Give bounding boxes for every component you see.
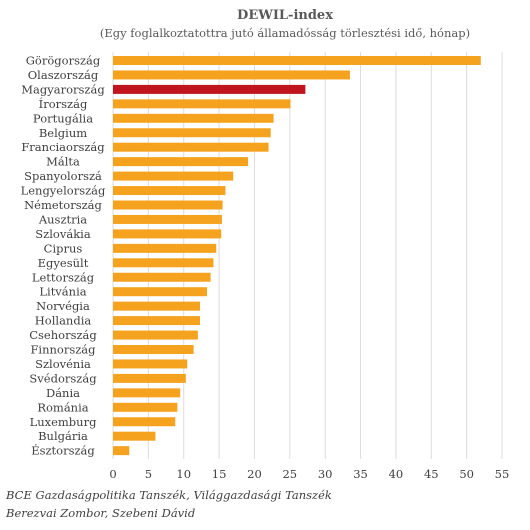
bar — [113, 316, 200, 326]
gridlines — [112, 52, 503, 459]
source-line-1: BCE Gazdaságpolitika Tanszék, Világgazda… — [6, 488, 332, 502]
x-tick-label: 30 — [318, 467, 333, 481]
bar — [113, 330, 198, 340]
bar — [113, 272, 211, 282]
bar — [113, 373, 186, 383]
category-label: Észtország — [31, 444, 95, 458]
category-label: Csehország — [29, 328, 97, 342]
x-tick-label: 0 — [109, 467, 116, 481]
category-label: Belgium — [39, 126, 87, 140]
bars — [113, 56, 481, 456]
category-label: Norvégia — [36, 299, 90, 313]
bar — [113, 99, 291, 109]
category-label: Egyesült — [38, 256, 89, 270]
category-label: Hollandia — [35, 314, 92, 328]
bar — [113, 402, 178, 412]
category-label: Franciaország — [21, 140, 105, 154]
category-label: Írország — [39, 97, 88, 111]
x-tick-label: 25 — [282, 467, 297, 481]
bar — [113, 229, 222, 239]
x-tick-label: 15 — [212, 467, 227, 481]
category-label: Bulgária — [38, 429, 88, 443]
bar — [113, 359, 188, 369]
category-label: Svédország — [29, 371, 97, 385]
category-label: Románia — [37, 400, 88, 414]
bar — [113, 258, 214, 268]
bar — [113, 417, 176, 427]
bar — [113, 157, 249, 167]
bar — [113, 113, 274, 123]
x-tick-label: 5 — [145, 467, 152, 481]
bar — [113, 142, 269, 152]
category-label: Spanyolorszá — [24, 169, 102, 183]
category-label: Lengyelország — [21, 184, 106, 198]
category-label: Görögország — [26, 54, 101, 68]
category-label: Olaszország — [28, 68, 99, 82]
x-tick-label: 45 — [424, 467, 439, 481]
x-tick-label: 35 — [353, 467, 368, 481]
category-label: Magyarország — [21, 82, 105, 96]
category-label: Dánia — [46, 386, 80, 400]
x-tick-label: 10 — [176, 467, 191, 481]
category-labels: GörögországOlaszországMagyarországÍrorsz… — [21, 54, 106, 458]
category-label: Szlovénia — [35, 357, 91, 371]
bar — [113, 128, 271, 138]
category-label: Ausztria — [38, 212, 87, 226]
bar — [113, 70, 350, 80]
x-tick-label: 20 — [247, 467, 262, 481]
chart-title: DEWIL-index — [237, 8, 333, 23]
category-label: Szlovákia — [35, 227, 91, 241]
bar — [113, 243, 217, 253]
bar — [113, 84, 306, 94]
bar — [113, 171, 234, 181]
category-label: Ciprus — [44, 241, 83, 255]
x-tick-label: 55 — [495, 467, 510, 481]
bar — [113, 388, 181, 398]
bar — [113, 345, 194, 354]
category-label: Németország — [24, 198, 102, 212]
bar — [113, 446, 130, 456]
bar — [113, 214, 222, 224]
chart-subtitle: (Egy foglalkoztatottra jutó államadósság… — [100, 26, 470, 40]
bar — [113, 200, 223, 210]
bar — [113, 56, 481, 65]
category-label: Luxemburg — [30, 415, 98, 429]
category-label: Finnország — [30, 343, 96, 357]
category-label: Portugália — [33, 111, 93, 125]
source-line-2: Berezvai Zombor, Szebeni Dávid — [6, 506, 196, 520]
category-label: Litvánia — [39, 285, 86, 299]
bar — [113, 287, 208, 297]
x-tick-label: 40 — [389, 467, 404, 481]
x-axis-ticks: 0 5 10 15 20 25 30 35 40 45 50 55 — [109, 467, 509, 481]
x-tick-label: 50 — [459, 467, 474, 481]
bar — [113, 431, 156, 441]
category-label: Lettország — [32, 270, 95, 284]
bar — [113, 186, 226, 196]
category-label: Málta — [46, 155, 80, 169]
bar — [113, 301, 200, 311]
